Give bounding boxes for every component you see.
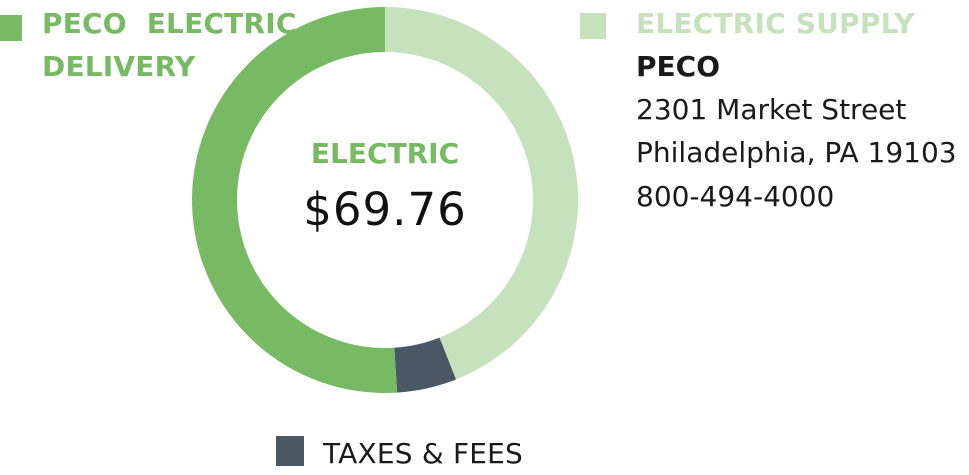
- supplier-phone: 800-494-4000: [636, 180, 835, 213]
- legend-swatch-taxes: [276, 436, 304, 466]
- legend-label-delivery-line2: DELIVERY: [42, 50, 196, 83]
- donut-slice-supply: [385, 7, 579, 380]
- supplier-street: 2301 Market Street: [636, 93, 907, 126]
- donut-slice-taxes: [394, 337, 457, 393]
- supplier-city: Philadelphia, PA 19103: [636, 136, 957, 169]
- legend-label-delivery-line1: PECO ELECTRIC: [42, 7, 297, 40]
- legend-swatch-delivery: [0, 15, 22, 41]
- supplier-name: PECO: [636, 50, 720, 83]
- donut-slice-delivery: [192, 7, 398, 393]
- center-total: $69.76: [303, 183, 467, 236]
- legend-label-taxes: TAXES & FEES: [323, 437, 524, 470]
- legend-swatch-supply: [580, 13, 606, 39]
- center-label: ELECTRIC: [310, 137, 460, 170]
- legend-label-supply: ELECTRIC SUPPLY: [636, 7, 915, 40]
- legend-label-delivery: PECO ELECTRIC DELIVERY: [42, 2, 297, 88]
- donut-slices: [192, 7, 579, 393]
